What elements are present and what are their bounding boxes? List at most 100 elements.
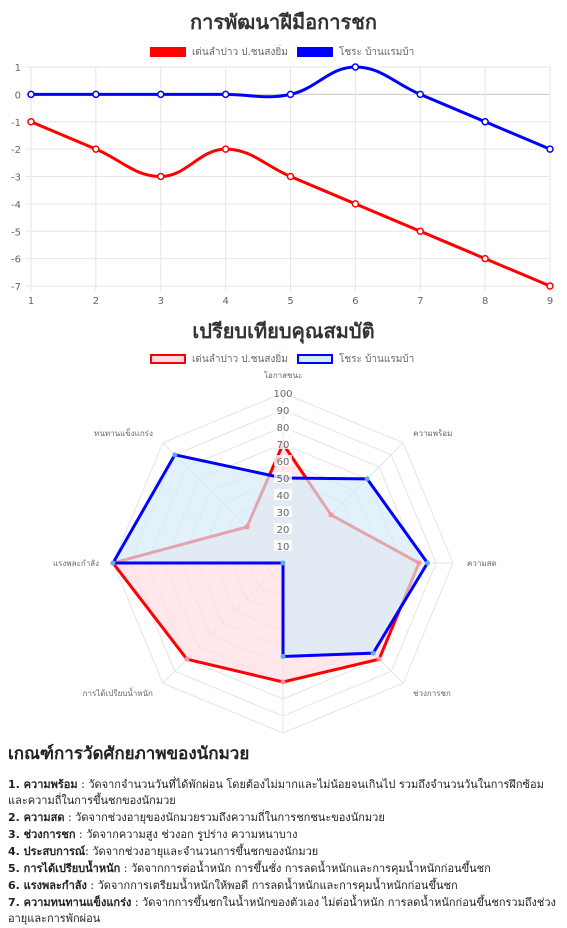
criteria-item: 7. ความทนทานแข็งแกร่ง : วัดจากการขึ้นชกใ… <box>8 895 560 927</box>
line-chart: 1 0 -1 -2 -3 -4 -5 -6 -7 1 2 3 4 5 6 7 8 9 <box>11 63 554 307</box>
data-point <box>92 145 100 153</box>
data-point <box>416 90 424 99</box>
legend-item-series-2[interactable]: โชระ บ้านแรมบ้า <box>297 352 414 366</box>
x-tick-label: 1 <box>28 296 34 307</box>
radar-point <box>370 650 376 656</box>
data-point <box>157 90 165 99</box>
data-point <box>546 145 554 153</box>
radar-point <box>364 476 370 482</box>
criteria-item: 3. ช่วงการชก : วัดจากความสูง ช่วงอก รูปร… <box>8 827 560 843</box>
x-tick-label: 9 <box>547 296 553 307</box>
data-point <box>92 90 100 99</box>
radar-point <box>376 656 382 662</box>
x-tick-label: 4 <box>222 296 228 307</box>
criteria-item-name: 2. ความสด <box>8 811 65 824</box>
x-tick-label: 6 <box>352 296 358 307</box>
criteria-item-desc: : วัดจากช่วงอายุของนักมวยรวมถึงความถี่ใน… <box>64 811 385 824</box>
x-tick-label: 7 <box>417 296 423 307</box>
radar-tick-backdrop <box>274 438 292 449</box>
legend-swatch-blue <box>297 47 333 57</box>
x-tick-label: 3 <box>158 296 164 307</box>
data-point <box>481 118 489 126</box>
criteria-item: 6. แรงพละกำลัง : วัดจากการเตรียมน้ำหนักใ… <box>8 878 560 894</box>
y-tick-label: 0 <box>15 90 21 101</box>
x-tick-label: 5 <box>287 296 293 307</box>
radar-tick-backdrop <box>274 540 292 551</box>
radar-tick-backdrop <box>274 472 292 483</box>
y-tick-label: -7 <box>11 282 21 293</box>
data-point <box>351 200 360 208</box>
data-point <box>481 254 489 263</box>
radar-point <box>172 452 178 458</box>
criteria-item-name: 3. ช่วงการชก <box>8 828 76 841</box>
criteria-item-name: 7. ความทนทานแข็งแกร่ง <box>8 896 132 909</box>
legend-item-series-2[interactable]: โชระ บ้านแรมบ้า <box>297 45 414 59</box>
legend-swatch-red <box>150 354 186 364</box>
criteria-item: 4. ประสบการณ์: วัดจากช่วงอายุและจำนวนการ… <box>8 844 560 860</box>
radar-tick-backdrop <box>274 489 292 500</box>
radar-tick-backdrop <box>274 387 292 398</box>
radar-tick-backdrop <box>274 455 292 466</box>
y-tick-label: -1 <box>11 118 21 129</box>
criteria-item: 2. ความสด : วัดจากช่วงอายุของนักมวยรวมถึ… <box>8 810 560 826</box>
radar-point <box>328 512 334 518</box>
y-tick-label: -5 <box>11 227 21 238</box>
radar-point <box>280 679 286 685</box>
criteria-item-desc: : วัดจากช่วงอายุและจำนวนการขึ้นชกของนักม… <box>85 845 319 858</box>
radar-tick-backdrop <box>274 506 292 517</box>
radar-tick-backdrop <box>274 404 292 415</box>
radar-chart-legend: เด่นลำปาว ป.ชนสงยิ่ม โชระ บ้านแรมบ้า <box>0 352 567 368</box>
radar-category-label: การได้เปรียบน้ำหนัก <box>83 687 153 698</box>
x-tick-label: 2 <box>93 296 99 307</box>
radar-category-label: แรงพละกำลัง <box>53 559 99 568</box>
criteria-item-desc: : วัดจากความสูง ช่วงอก รูปร่าง ความหนาบา… <box>75 828 298 841</box>
data-point <box>416 227 424 235</box>
radar-tick-label: 70 <box>277 440 290 451</box>
radar-point <box>110 560 116 566</box>
legend-label: เด่นลำปาว ป.ชนสงยิ่ม <box>192 353 288 365</box>
radar-tick-label: 90 <box>277 406 290 417</box>
radar-tick-label: 20 <box>277 525 290 536</box>
criteria-item-desc: : วัดจากการต่อน้ำหนัก การขึ้นชั่ง การลดน… <box>120 862 491 875</box>
radar-point <box>280 560 286 566</box>
line-chart-legend: เด่นลำปาว ป.ชนสงยิ่ม โชระ บ้านแรมบ้า <box>0 45 567 61</box>
criteria-item-name: 1. ความพร้อม <box>8 778 78 791</box>
radar-point <box>416 560 422 566</box>
criteria-heading: เกณฑ์การวัดศักยภาพของนักมวย <box>8 744 250 764</box>
radar-chart: 10 20 30 40 50 60 70 80 90 100 โอกาสชนะความพร้อมคว… <box>53 370 497 734</box>
data-point <box>351 63 360 71</box>
radar-tick-label: 50 <box>277 474 290 485</box>
radar-category-label: โอกาสชนะ <box>264 370 303 380</box>
legend-swatch-blue <box>297 354 333 364</box>
radar-category-label: ทนทานแข็งแกร่ง <box>94 428 153 438</box>
radar-tick-backdrop <box>274 421 292 432</box>
radar-tick-backdrop <box>274 523 292 534</box>
radar-tick-label: 100 <box>273 389 292 400</box>
y-tick-label: -2 <box>11 145 21 156</box>
criteria-item: 5. การได้เปรียบน้ำหนัก : วัดจากการต่อน้ำ… <box>8 861 560 877</box>
criteria-item: 1. ความพร้อม : วัดจากจำนวนวันที่ได้พักผ่… <box>8 777 560 809</box>
legend-label: เด่นลำปาว ป.ชนสงยิ่ม <box>192 46 288 58</box>
y-tick-label: -4 <box>11 200 21 211</box>
x-tick-label: 8 <box>482 296 488 307</box>
criteria-item-desc: : วัดจากจำนวนวันที่ได้พักผ่อน โดยต้องไม่… <box>8 778 544 807</box>
legend-swatch-red <box>150 47 186 57</box>
criteria-item-desc: : วัดจากการขึ้นชกในน้ำหนักของตัวเอง ไม่ต… <box>8 896 556 925</box>
radar-category-label: ความพร้อม <box>413 429 452 438</box>
y-tick-label: 1 <box>15 63 21 74</box>
data-point <box>221 145 230 153</box>
legend-item-series-1[interactable]: เด่นลำปาว ป.ชนสงยิ่ม <box>150 45 288 59</box>
criteria-item-name: 5. การได้เปรียบน้ำหนัก <box>8 862 121 875</box>
line-chart-title: การพัฒนาฝีมือการชก <box>190 10 377 34</box>
criteria-list: 1. ความพร้อม : วัดจากจำนวนวันที่ได้พักผ่… <box>8 777 560 927</box>
radar-category-label: ความสด <box>467 559 497 568</box>
legend-label: โชระ บ้านแรมบ้า <box>339 46 415 58</box>
legend-label: โชระ บ้านแรมบ้า <box>339 353 415 365</box>
data-point <box>27 90 35 99</box>
legend-item-series-1[interactable]: เด่นลำปาว ป.ชนสงยิ่ม <box>150 352 288 366</box>
data-point <box>27 118 35 126</box>
data-point <box>221 90 230 99</box>
criteria-item-name: 4. ประสบการณ์ <box>8 845 86 858</box>
radar-chart-title: เปรียบเทียบคุณสมบัติ <box>192 319 375 343</box>
radar-point <box>425 560 430 566</box>
